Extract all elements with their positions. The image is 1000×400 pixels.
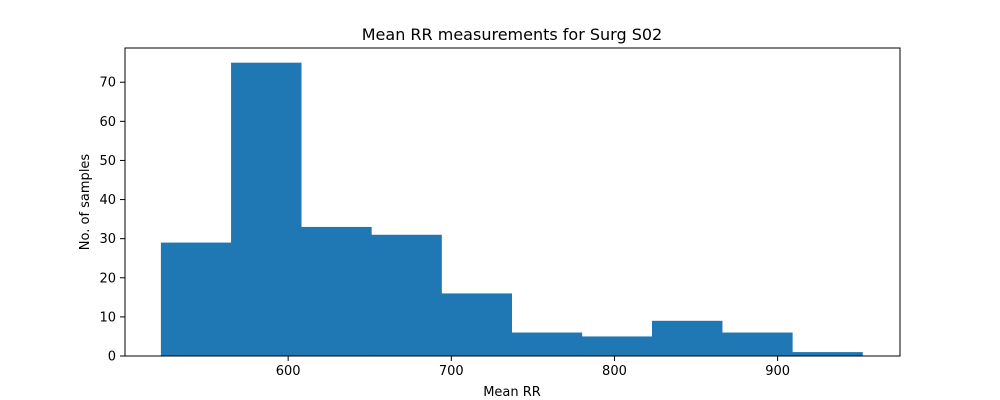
x-tick-label: 900 [765, 364, 790, 379]
chart-title: Mean RR measurements for Surg S02 [362, 25, 662, 44]
histogram-bar [231, 62, 302, 357]
y-axis-ticks: 0 10 20 30 40 50 60 70 [99, 76, 125, 365]
y-tick-label: 70 [99, 76, 116, 91]
histogram-bar [441, 293, 512, 356]
x-tick-label: 600 [276, 364, 301, 379]
x-tick-label: 700 [439, 364, 464, 379]
x-tick-label: 800 [602, 364, 627, 379]
histogram-bar [581, 336, 653, 356]
y-tick-label: 10 [99, 310, 116, 325]
histogram-bar [652, 320, 723, 356]
histogram-bar [792, 352, 863, 356]
histogram-bar [371, 234, 442, 356]
x-axis-label: Mean RR [483, 385, 541, 400]
y-tick-label: 50 [99, 154, 116, 169]
y-tick-label: 20 [99, 271, 116, 286]
histogram-bar [722, 332, 793, 356]
y-tick-label: 40 [99, 193, 116, 208]
x-axis-ticks: 600 700 800 900 [276, 356, 790, 379]
y-tick-label: 0 [108, 350, 116, 365]
plot-frame [124, 47, 901, 357]
y-axis-label: No. of samples [78, 154, 93, 251]
histogram-bar [511, 332, 583, 356]
histogram-bar [301, 226, 372, 356]
bars-group [160, 62, 863, 357]
histogram-bar [160, 242, 232, 356]
y-tick-label: 30 [99, 232, 116, 247]
y-tick-label: 60 [99, 115, 116, 130]
